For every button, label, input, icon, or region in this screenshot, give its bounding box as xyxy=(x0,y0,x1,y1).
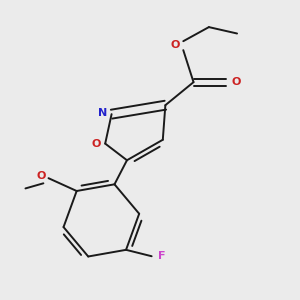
Text: O: O xyxy=(171,40,180,50)
Text: O: O xyxy=(36,171,46,181)
Text: F: F xyxy=(158,251,166,261)
Text: O: O xyxy=(92,139,101,148)
Text: N: N xyxy=(98,108,107,118)
Text: O: O xyxy=(232,77,241,87)
